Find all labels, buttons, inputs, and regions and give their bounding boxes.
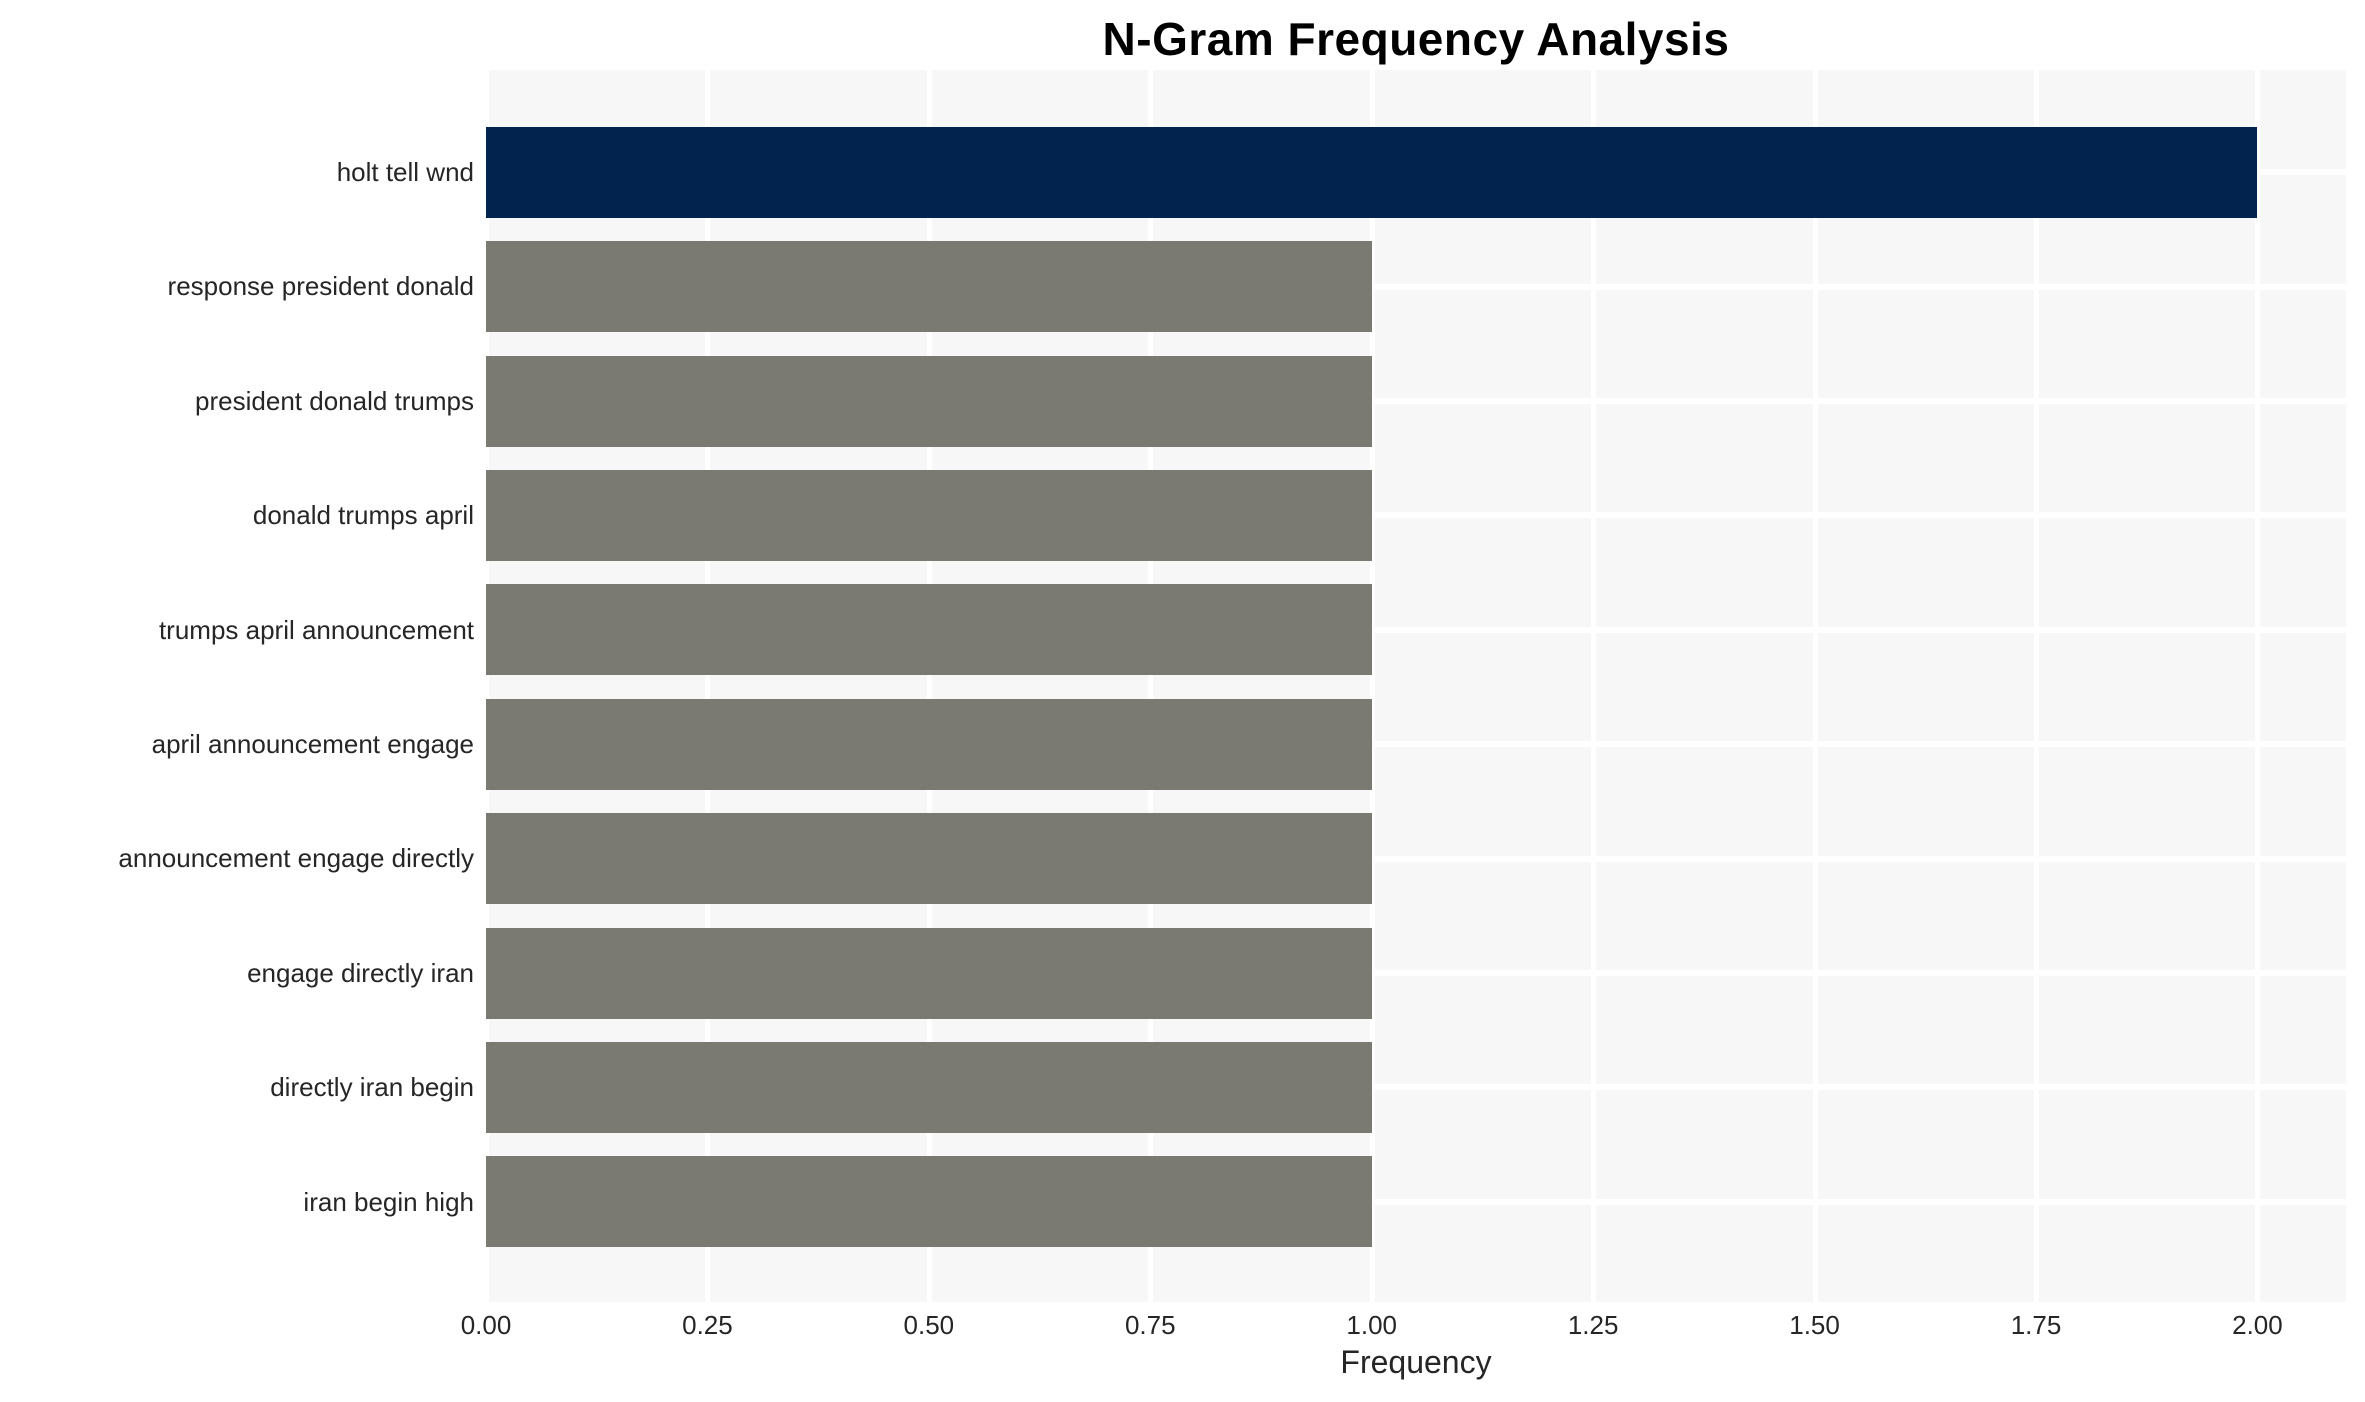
gridline-v xyxy=(1812,70,1818,1302)
bar xyxy=(486,813,1372,905)
bar xyxy=(486,1156,1372,1248)
category-label: trumps april announcement xyxy=(158,614,474,645)
category-label: holt tell wnd xyxy=(336,157,474,187)
category-label: iran begin high xyxy=(303,1186,474,1217)
x-tick-label: 1.75 xyxy=(2010,1310,2062,1340)
bar xyxy=(486,355,1372,447)
bar xyxy=(486,698,1372,790)
gridline-h xyxy=(486,855,2346,862)
bar xyxy=(486,469,1372,561)
gridline-v xyxy=(705,70,711,1302)
bar xyxy=(486,927,1372,1019)
gridline-h xyxy=(486,512,2346,519)
gridline-h xyxy=(486,626,2346,633)
x-tick-label: 1.50 xyxy=(1789,1310,1840,1340)
x-tick-label: 0.25 xyxy=(682,1310,733,1340)
category-label: engage directly iran xyxy=(247,957,474,988)
gridline-h xyxy=(486,970,2346,976)
gridline-h xyxy=(486,1084,2346,1091)
x-tick-label: 0.75 xyxy=(1124,1310,1176,1340)
chart-title: N-Gram Frequency Analysis xyxy=(1102,13,1730,65)
bar xyxy=(486,241,1372,333)
gridline-v xyxy=(1591,70,1597,1302)
x-axis-label: Frequency xyxy=(1340,1344,1492,1380)
category-label: directly iran begin xyxy=(270,1072,474,1103)
gridline-v xyxy=(2034,70,2039,1302)
plot-area xyxy=(484,70,2346,1302)
bar xyxy=(486,1041,1372,1133)
x-tick-label: 1.25 xyxy=(1567,1310,1619,1340)
category-label: april announcement engage xyxy=(151,729,474,759)
gridline-v xyxy=(1148,70,1154,1302)
gridline-v xyxy=(2255,70,2261,1302)
gridline-v xyxy=(1369,70,1375,1302)
x-tick-label: 1.00 xyxy=(1346,1310,1397,1340)
x-tick-label: 0.50 xyxy=(903,1310,955,1340)
bar xyxy=(486,584,1372,676)
x-tick-label: 2.00 xyxy=(2232,1310,2283,1340)
category-label: announcement engage directly xyxy=(118,843,474,874)
gridline-v xyxy=(484,70,489,1302)
gridline-h xyxy=(486,398,2346,404)
x-tick-label: 0.00 xyxy=(460,1310,512,1340)
gridline-h xyxy=(486,283,2346,290)
y-axis-category-labels: holt tell wnd response president donald pr… xyxy=(0,70,474,1302)
gridline-v xyxy=(926,70,932,1302)
category-label: president donald trumps xyxy=(195,385,474,416)
category-label: donald trumps april xyxy=(252,500,474,531)
gridline-h xyxy=(486,1198,2346,1205)
category-label: response president donald xyxy=(167,271,474,302)
bar xyxy=(486,126,2258,218)
gridline-h xyxy=(486,741,2346,748)
